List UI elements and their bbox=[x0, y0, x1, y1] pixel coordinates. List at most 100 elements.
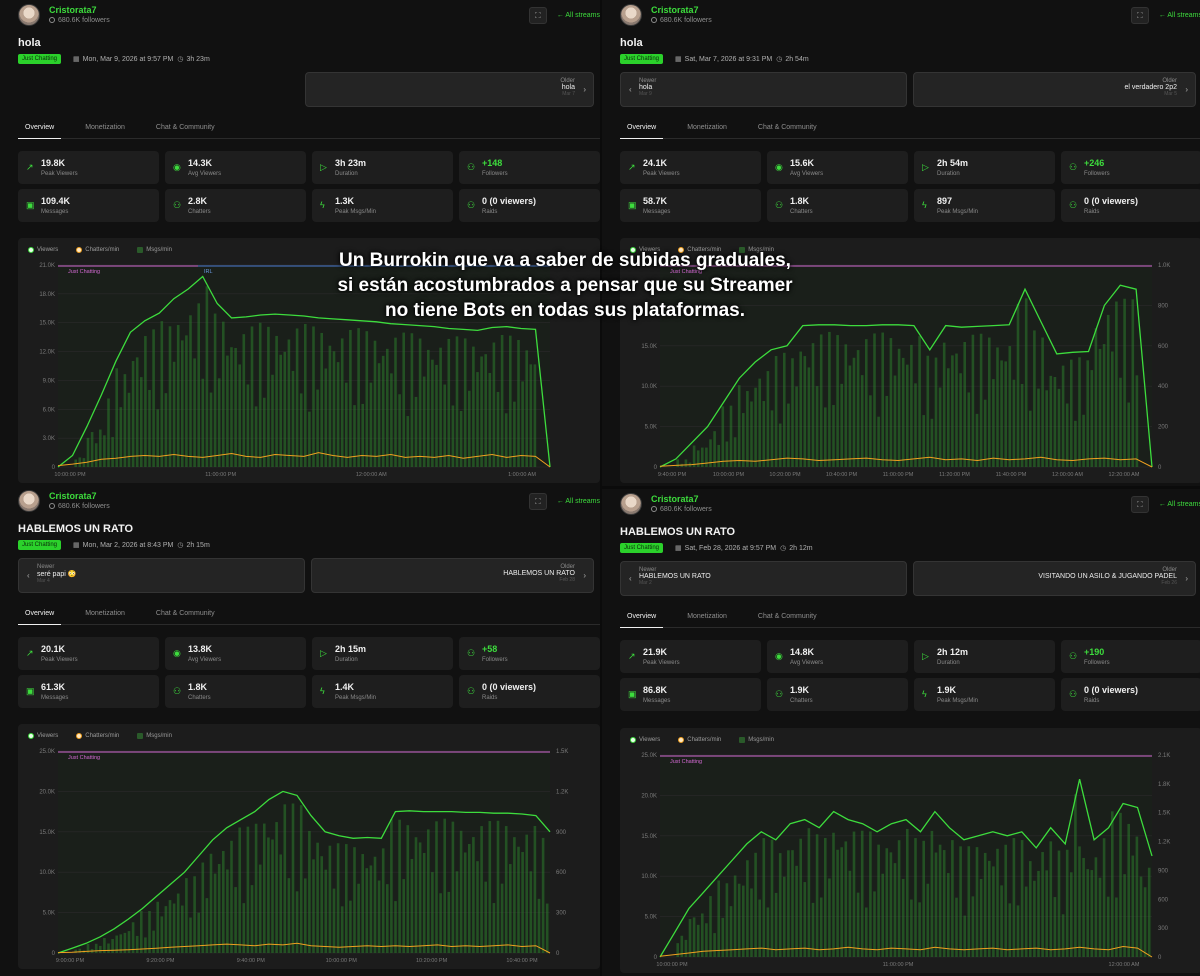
newer-title: HABLEMOS UN RATO bbox=[639, 573, 711, 580]
msgs-bar bbox=[1106, 896, 1110, 957]
legend-msgs[interactable]: Msgs/min bbox=[739, 737, 783, 743]
avatar[interactable] bbox=[620, 493, 642, 515]
msgs-bar bbox=[111, 939, 114, 953]
expand-icon[interactable]: ⛶ bbox=[1130, 496, 1149, 513]
top-actions: ⛶ ← All streams bbox=[528, 7, 600, 24]
stat-value: 1.9K bbox=[937, 685, 957, 695]
category-badge[interactable]: Just Chatting bbox=[620, 543, 664, 553]
msgs-bar bbox=[181, 905, 184, 953]
users-icon: ⚇ bbox=[775, 200, 784, 210]
legend-chatters[interactable]: Chatters/min bbox=[76, 733, 128, 739]
msgs-bar bbox=[983, 852, 987, 957]
expand-icon[interactable]: ⛶ bbox=[1130, 7, 1149, 24]
all-streams-link[interactable]: ← All streams bbox=[1158, 501, 1200, 508]
category-badge[interactable]: Just Chatting bbox=[620, 54, 664, 64]
msgs-bar bbox=[291, 370, 295, 467]
msgs-bar bbox=[828, 331, 831, 467]
clock-icon: ◷ bbox=[177, 542, 184, 549]
msgs-bar bbox=[1111, 351, 1114, 467]
tab-overview[interactable]: Overview bbox=[18, 124, 62, 139]
stat-value: 1.8K bbox=[188, 682, 208, 692]
chart-svg[interactable]: 25.0K 20.0K 15.0K 10.0K 5.0K 0 2.1K 1.8K 1.5K 1.2… bbox=[620, 728, 1200, 973]
category-badge[interactable]: Just Chatting bbox=[18, 540, 62, 550]
msgs-bar bbox=[860, 830, 864, 957]
stream-title: HABLEMOS UN RATO bbox=[18, 523, 134, 535]
tab-overview[interactable]: Overview bbox=[620, 613, 664, 628]
msgs-bar bbox=[844, 841, 848, 957]
channel-name[interactable]: Cristorata7 bbox=[49, 490, 97, 501]
y-tick-label: 25.0K bbox=[641, 753, 657, 759]
category-badge[interactable]: Just Chatting bbox=[18, 54, 62, 64]
tab-chat-community[interactable]: Chat & Community bbox=[757, 124, 817, 131]
msgs-bar bbox=[807, 367, 811, 467]
user-plus-icon: ⚇ bbox=[1069, 162, 1078, 172]
legend-msgs[interactable]: Msgs/min bbox=[739, 247, 783, 253]
stat-card: ▷ 2h 12m Duration bbox=[914, 640, 1055, 673]
tab-chat-community[interactable]: Chat & Community bbox=[155, 124, 215, 131]
older-stream-button[interactable]: Older VISITANDO UN ASILO & JUGANDO PADEL… bbox=[913, 561, 1196, 596]
msgs-bar bbox=[881, 873, 884, 957]
x-tick-label: 9:40:00 PM bbox=[658, 472, 687, 478]
all-streams-link[interactable]: ← All streams bbox=[1158, 12, 1200, 19]
all-streams-link[interactable]: ← All streams bbox=[556, 12, 600, 19]
tab-chat-community[interactable]: Chat & Community bbox=[155, 610, 215, 617]
msgs-bar bbox=[431, 872, 434, 953]
tab-monetization[interactable]: Monetization bbox=[85, 124, 125, 131]
chart-svg[interactable]: 21.0K 18.0K 15.0K 12.0K 9.0K 6.0K 3.0K 0 Just Ch… bbox=[18, 238, 600, 483]
msgs-bar bbox=[230, 347, 233, 467]
msgs-bar bbox=[205, 286, 209, 467]
channel-name[interactable]: Cristorata7 bbox=[49, 4, 97, 15]
tab-chat-community[interactable]: Chat & Community bbox=[757, 613, 817, 620]
legend-chatters[interactable]: Chatters/min bbox=[678, 737, 730, 743]
msgs-bar bbox=[509, 864, 512, 953]
legend-chatters[interactable]: Chatters/min bbox=[76, 247, 128, 253]
msgs-bar bbox=[1024, 298, 1028, 467]
msgs-bar bbox=[1070, 359, 1073, 467]
msgs-bar bbox=[799, 351, 802, 467]
chart-svg[interactable]: 15.0K 10.0K 5.0K 0 1.0K 800 600 400 200 0 Just Cha… bbox=[620, 238, 1200, 483]
msgs-bar bbox=[1020, 840, 1024, 957]
avatar[interactable] bbox=[620, 4, 642, 26]
older-stream-button[interactable]: Older hola Mar 7 › bbox=[305, 72, 594, 107]
newer-stream-button[interactable]: ‹ Newer hola Mar 9 bbox=[620, 72, 907, 107]
all-streams-link[interactable]: ← All streams bbox=[556, 498, 600, 505]
older-stream-button[interactable]: Older el verdadero 2p2 Mar 5 › bbox=[913, 72, 1196, 107]
chart-svg[interactable]: 25.0K 20.0K 15.0K 10.0K 5.0K 0 1.5K 1.2K 900 600 3… bbox=[18, 724, 600, 969]
tab-monetization[interactable]: Monetization bbox=[687, 124, 727, 131]
msgs-bar bbox=[856, 892, 860, 957]
stat-label: Peak Msgs/Min bbox=[937, 698, 979, 704]
stat-card: ⚇ 1.9K Chatters bbox=[767, 678, 908, 711]
newer-stream-button[interactable]: ‹ Newer seré papi 😳 Mar 4 bbox=[18, 558, 305, 593]
older-stream-button[interactable]: Older HABLEMOS UN RATO Feb 28 › bbox=[311, 558, 594, 593]
legend-viewers[interactable]: Viewers bbox=[630, 737, 669, 743]
legend-viewers[interactable]: Viewers bbox=[28, 247, 67, 253]
avatar[interactable] bbox=[18, 490, 40, 512]
overlay-caption: Un Burrokin que va a saber de subidas gr… bbox=[290, 248, 840, 323]
msgs-bar bbox=[824, 837, 827, 957]
tab-overview[interactable]: Overview bbox=[620, 124, 664, 139]
channel-name[interactable]: Cristorata7 bbox=[651, 4, 699, 15]
legend-msgs[interactable]: Msgs/min bbox=[137, 247, 181, 253]
tab-monetization[interactable]: Monetization bbox=[85, 610, 125, 617]
expand-icon[interactable]: ⛶ bbox=[528, 493, 547, 510]
avatar[interactable] bbox=[18, 4, 40, 26]
newer-stream-button[interactable]: ‹ Newer HABLEMOS UN RATO Mar 2 bbox=[620, 561, 907, 596]
legend-chatters[interactable]: Chatters/min bbox=[678, 247, 730, 253]
msgs-bar bbox=[1016, 303, 1020, 467]
msgs-bar bbox=[684, 939, 688, 957]
msgs-bar bbox=[377, 880, 381, 953]
legend-msgs[interactable]: Msgs/min bbox=[137, 733, 181, 739]
legend-viewers[interactable]: Viewers bbox=[630, 247, 669, 253]
stat-value: +148 bbox=[482, 158, 503, 168]
expand-icon[interactable]: ⛶ bbox=[528, 7, 547, 24]
msgs-bar bbox=[910, 344, 913, 467]
msgs-bar bbox=[815, 386, 819, 467]
channel-name[interactable]: Cristorata7 bbox=[651, 493, 699, 504]
legend-viewers[interactable]: Viewers bbox=[28, 733, 67, 739]
msgs-bar bbox=[1135, 836, 1139, 957]
tab-monetization[interactable]: Monetization bbox=[687, 613, 727, 620]
tab-overview[interactable]: Overview bbox=[18, 610, 62, 625]
newer-date: Mar 2 bbox=[639, 580, 652, 586]
msgs-bar bbox=[1098, 877, 1102, 957]
msgs-bar bbox=[361, 403, 364, 467]
